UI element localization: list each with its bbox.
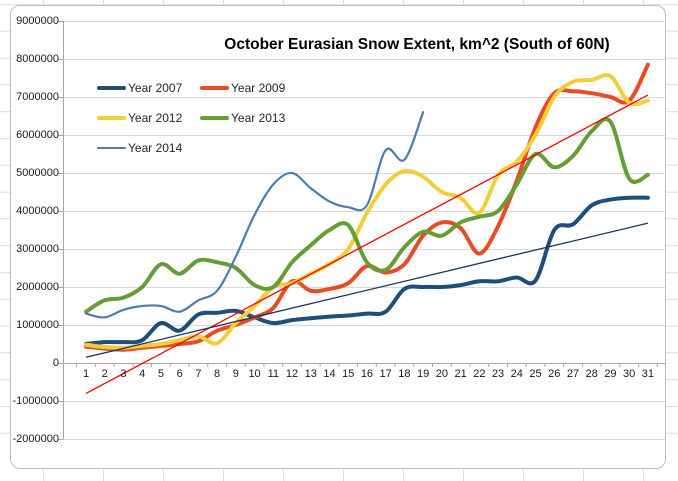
x-tick-label: 3 xyxy=(120,368,127,380)
x-tick-label: 15 xyxy=(342,368,355,380)
y-tick-label: -2000000 xyxy=(12,433,60,445)
y-tick-label: 7000000 xyxy=(16,91,59,103)
series-line-year-2007 xyxy=(84,195,650,346)
legend-label: Year 2014 xyxy=(128,141,183,155)
chart-object[interactable] xyxy=(10,5,666,469)
y-tick-label: 0 xyxy=(52,357,59,369)
x-tick-label: 9 xyxy=(232,368,239,380)
x-tick-label: 25 xyxy=(529,368,542,380)
legend-swatch xyxy=(97,147,126,149)
x-tick-label: 31 xyxy=(641,368,655,380)
legend-swatch xyxy=(97,116,126,120)
x-tick-label: 8 xyxy=(214,368,221,380)
x-tick-label: 24 xyxy=(510,368,523,380)
x-tick-label: 4 xyxy=(139,368,146,380)
legend-item-year-2007[interactable]: Year 2007 xyxy=(97,80,182,96)
x-tick-label: 28 xyxy=(585,368,598,380)
legend-label: Year 2009 xyxy=(231,81,286,95)
series-line-year-2012 xyxy=(84,72,650,350)
x-tick-label: 5 xyxy=(157,368,164,380)
legend-swatch xyxy=(200,116,229,120)
x-tick-label: 18 xyxy=(398,368,411,380)
legend-item-year-2009[interactable]: Year 2009 xyxy=(200,80,285,96)
y-tick-label: 4000000 xyxy=(16,205,59,217)
x-tick-label: 30 xyxy=(623,368,636,380)
series-line-year-2014 xyxy=(84,111,425,319)
x-tick-label: 12 xyxy=(285,368,299,380)
x-tick-label: 16 xyxy=(360,368,374,380)
series-line-year-2009 xyxy=(84,62,650,352)
y-tick-label: 9000000 xyxy=(16,15,59,27)
y-tick-label: 5000000 xyxy=(16,167,59,179)
x-tick-label: 13 xyxy=(304,368,317,380)
x-tick-label: 19 xyxy=(417,368,430,380)
x-tick-label: 26 xyxy=(548,368,561,380)
x-tick-label: 7 xyxy=(195,368,202,380)
x-tick-label: 22 xyxy=(473,368,486,380)
series-line-year-2013 xyxy=(84,117,650,314)
y-tick-label: -1000000 xyxy=(12,395,60,407)
x-tick-label: 23 xyxy=(491,368,505,380)
y-tick-label: 2000000 xyxy=(16,281,59,293)
y-tick-label: 6000000 xyxy=(16,129,59,141)
x-tick-label: 20 xyxy=(435,368,448,380)
chart-title[interactable]: October Eurasian Snow Extent, km^2 (Sout… xyxy=(224,36,610,53)
y-tick-label: 8000000 xyxy=(16,53,59,65)
x-tick-label: 14 xyxy=(323,368,336,380)
x-tick-label: 27 xyxy=(566,368,580,380)
legend-item-year-2013[interactable]: Year 2013 xyxy=(200,110,285,126)
x-tick-label: 11 xyxy=(267,368,279,380)
legend-item-year-2014[interactable]: Year 2014 xyxy=(97,140,182,156)
legend-label: Year 2013 xyxy=(231,111,286,125)
legend-swatch xyxy=(97,86,126,90)
x-tick-label: 2 xyxy=(101,368,108,380)
legend-swatch xyxy=(200,86,229,90)
legend-item-year-2012[interactable]: Year 2012 xyxy=(97,110,182,126)
linear-trend-dark xyxy=(85,222,649,358)
y-tick-label: 1000000 xyxy=(16,319,59,331)
x-tick-label: 17 xyxy=(379,368,392,380)
y-tick-label: 3000000 xyxy=(16,243,59,255)
linear-trend-red xyxy=(85,94,649,394)
x-tick-label: 10 xyxy=(248,368,261,380)
legend-label: Year 2012 xyxy=(128,111,183,125)
x-tick-label: 29 xyxy=(604,368,617,380)
legend-label: Year 2007 xyxy=(128,81,183,95)
x-tick-label: 1 xyxy=(82,368,90,380)
x-tick-label: 6 xyxy=(176,368,183,380)
x-tick-label: 21 xyxy=(454,368,467,380)
